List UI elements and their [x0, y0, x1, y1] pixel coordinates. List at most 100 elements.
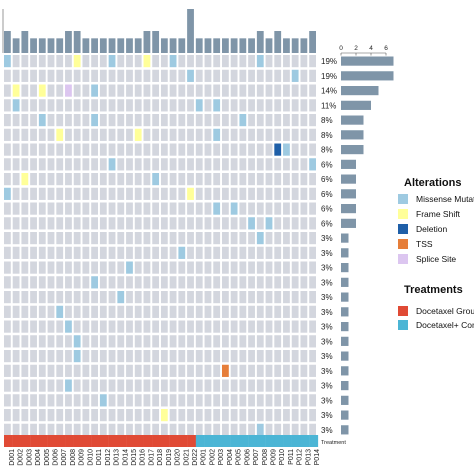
empty-cell — [169, 261, 177, 274]
empty-cell — [178, 55, 186, 68]
empty-cell — [195, 246, 203, 259]
sample-bar-D013 — [108, 38, 116, 53]
empty-cell — [117, 394, 125, 407]
empty-cell — [12, 350, 20, 363]
empty-cell — [21, 350, 29, 363]
empty-cell — [248, 143, 255, 156]
empty-cell — [178, 187, 186, 200]
empty-cell — [91, 232, 98, 245]
alteration-cell-frameshift — [12, 84, 20, 97]
empty-cell — [291, 261, 299, 274]
empty-cell — [283, 305, 290, 318]
empty-cell — [195, 409, 203, 422]
empty-cell — [108, 423, 116, 436]
empty-cell — [195, 335, 203, 348]
empty-cell — [169, 187, 177, 200]
empty-cell — [108, 99, 116, 112]
empty-cell — [169, 217, 177, 230]
empty-cell — [65, 364, 72, 377]
empty-cell — [108, 291, 116, 304]
empty-cell — [169, 158, 177, 171]
empty-cell — [143, 158, 151, 171]
sample-bar-D011 — [91, 38, 98, 53]
gene-bar — [341, 130, 364, 140]
empty-cell — [283, 173, 290, 186]
alteration-cell-missense — [12, 99, 20, 112]
empty-cell — [12, 232, 20, 245]
treatment-cell-docetaxel — [47, 435, 57, 447]
gene-bar — [341, 174, 356, 184]
row-percentage: 3% — [321, 264, 333, 273]
empty-cell — [300, 84, 308, 97]
empty-cell — [117, 246, 125, 259]
legend-label-docetaxel: Docetaxel Group — [416, 306, 474, 316]
empty-cell — [4, 423, 11, 436]
empty-cell — [4, 394, 11, 407]
empty-cell — [239, 246, 247, 259]
empty-cell — [222, 84, 229, 97]
empty-cell — [65, 202, 72, 215]
empty-cell — [47, 409, 55, 422]
empty-cell — [108, 202, 116, 215]
empty-cell — [248, 350, 255, 363]
empty-cell — [12, 261, 20, 274]
empty-cell — [187, 261, 194, 274]
gene-bar — [341, 351, 349, 361]
empty-cell — [30, 202, 37, 215]
empty-cell — [160, 55, 168, 68]
empty-cell — [21, 335, 29, 348]
empty-cell — [187, 305, 194, 318]
empty-cell — [21, 99, 29, 112]
empty-cell — [239, 128, 247, 141]
empty-cell — [21, 187, 29, 200]
empty-cell — [169, 143, 177, 156]
empty-cell — [274, 202, 282, 215]
empty-cell — [160, 423, 168, 436]
sample-label-P011: P011 — [288, 449, 295, 465]
empty-cell — [222, 276, 229, 289]
empty-cell — [239, 409, 247, 422]
empty-cell — [73, 202, 81, 215]
empty-cell — [291, 379, 299, 392]
treatments-legend: Treatments Docetaxel Group Docetaxel+ Comb… — [398, 284, 474, 330]
empty-cell — [265, 187, 273, 200]
empty-cell — [300, 158, 308, 171]
empty-cell — [108, 143, 116, 156]
gene-bar — [341, 381, 349, 391]
empty-cell — [143, 187, 151, 200]
sample-bar-D008 — [65, 31, 72, 53]
empty-cell — [47, 202, 55, 215]
empty-cell — [65, 246, 72, 259]
empty-cell — [309, 128, 316, 141]
treatment-cell-docetaxel — [126, 435, 135, 447]
empty-cell — [160, 350, 168, 363]
empty-cell — [213, 261, 221, 274]
empty-cell — [91, 202, 98, 215]
empty-cell — [222, 158, 229, 171]
empty-cell — [213, 246, 221, 259]
sample-label-D002: D002 — [18, 449, 25, 466]
empty-cell — [126, 246, 133, 259]
empty-cell — [169, 99, 177, 112]
empty-cell — [12, 320, 20, 333]
empty-cell — [126, 202, 133, 215]
empty-cell — [152, 305, 160, 318]
empty-cell — [152, 379, 160, 392]
empty-cell — [256, 320, 264, 333]
empty-cell — [204, 305, 212, 318]
empty-cell — [213, 320, 221, 333]
percentage-column: 19% 19% 14% 11% 8% 8% 8% 6% 6% 6% 6% 6% 3% 3% 3% 3% 3% 3%… — [321, 57, 337, 435]
empty-cell — [204, 335, 212, 348]
empty-cell — [126, 305, 133, 318]
empty-cell — [169, 232, 177, 245]
empty-cell — [99, 291, 107, 304]
alteration-cell-missense — [265, 217, 273, 230]
empty-cell — [30, 276, 37, 289]
legend-swatch-missense — [398, 194, 408, 204]
empty-cell — [283, 84, 290, 97]
empty-cell — [204, 187, 212, 200]
empty-cell — [213, 291, 221, 304]
sample-label-D003: D003 — [26, 449, 33, 466]
row-percentage: 8% — [321, 131, 333, 140]
sample-bar-D017 — [143, 31, 151, 53]
